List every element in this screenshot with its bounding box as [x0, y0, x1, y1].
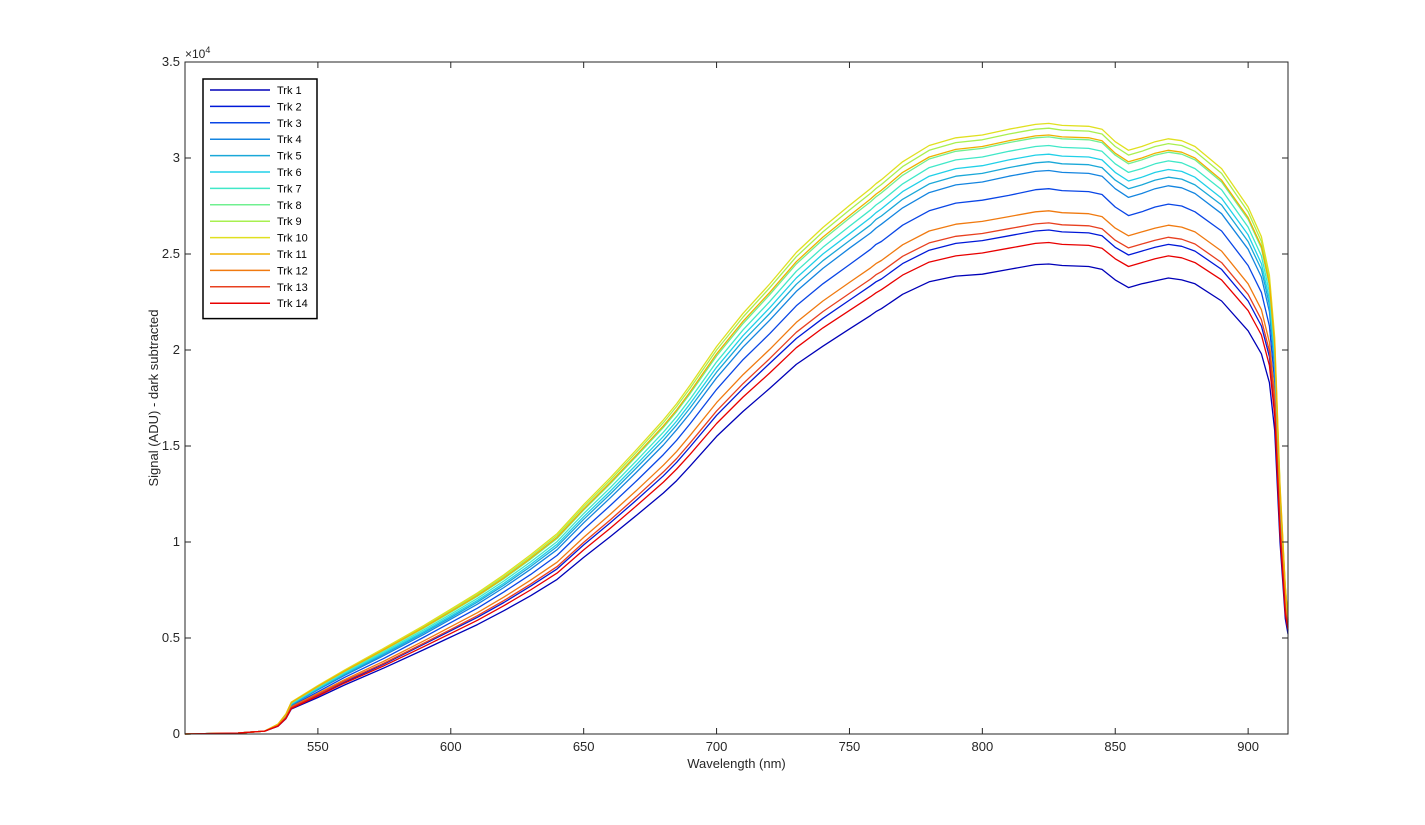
series-line-trk-3 — [184, 188, 1289, 735]
y-exponent-base: ×10 — [185, 47, 206, 61]
series-line-trk-14 — [184, 241, 1289, 735]
series-line-trk-13 — [184, 222, 1289, 735]
series-line-trk-6 — [184, 153, 1289, 735]
y-exponent-power: 4 — [205, 45, 210, 55]
x-tick-label: 850 — [1104, 739, 1126, 754]
legend-label: Trk 2 — [277, 101, 302, 113]
legend-label: Trk 13 — [277, 282, 308, 294]
y-axis-exponent: ×104 — [185, 45, 210, 61]
legend-label: Trk 7 — [277, 183, 302, 195]
y-tick-label: 3 — [173, 150, 180, 165]
y-tick-label: 1.5 — [162, 438, 180, 453]
legend-label: Trk 8 — [277, 200, 302, 212]
x-axis-label: Wavelength (nm) — [687, 756, 786, 771]
x-tick-label: 550 — [307, 739, 329, 754]
series-line-trk-2 — [184, 229, 1289, 735]
legend-label: Trk 1 — [277, 85, 302, 97]
x-tick-label: 700 — [706, 739, 728, 754]
series-line-trk-7 — [184, 144, 1289, 735]
plot-frame — [184, 61, 1289, 735]
y-tick-label: 0 — [173, 726, 180, 741]
legend-label: Trk 6 — [277, 167, 302, 179]
x-axis: 550 600 650 700 750 800 850 900 — [307, 62, 1259, 754]
legend: Trk 1 Trk 2 Trk 3 Trk 4 Trk 5 Trk 6 Trk 7 Trk 8… — [202, 78, 318, 320]
legend-label: Trk 3 — [277, 118, 302, 130]
series-line-trk-10 — [184, 122, 1289, 735]
legend-label: Trk 4 — [277, 134, 302, 146]
legend-box — [202, 78, 318, 320]
y-tick-label: 3.5 — [162, 54, 180, 69]
y-axis: 0 0.5 1 1.5 2 2.5 3 3.5 — [162, 54, 1288, 741]
series-line-trk-11 — [184, 134, 1289, 735]
series-line-trk-8 — [184, 136, 1289, 735]
y-tick-label: 0.5 — [162, 630, 180, 645]
series-line-trk-12 — [184, 210, 1289, 735]
x-tick-label: 800 — [971, 739, 993, 754]
x-tick-label: 600 — [440, 739, 462, 754]
x-tick-label: 650 — [573, 739, 595, 754]
x-tick-label: 750 — [839, 739, 861, 754]
legend-label: Trk 9 — [277, 216, 302, 228]
series-line-trk-5 — [184, 161, 1289, 735]
series-line-trk-1 — [184, 263, 1289, 735]
y-tick-label: 2.5 — [162, 246, 180, 261]
y-tick-label: 2 — [173, 342, 180, 357]
legend-label: Trk 5 — [277, 151, 302, 163]
legend-label: Trk 10 — [277, 233, 308, 245]
y-tick-label: 1 — [173, 534, 180, 549]
series-line-trk-4 — [184, 169, 1289, 735]
legend-label: Trk 12 — [277, 265, 308, 277]
y-axis-label: Signal (ADU) - dark subtracted — [146, 309, 161, 486]
legend-label: Trk 11 — [277, 249, 307, 261]
x-tick-label: 900 — [1237, 739, 1259, 754]
series-line-trk-9 — [184, 127, 1289, 735]
legend-label: Trk 14 — [277, 298, 308, 310]
plot-lines — [184, 122, 1289, 735]
